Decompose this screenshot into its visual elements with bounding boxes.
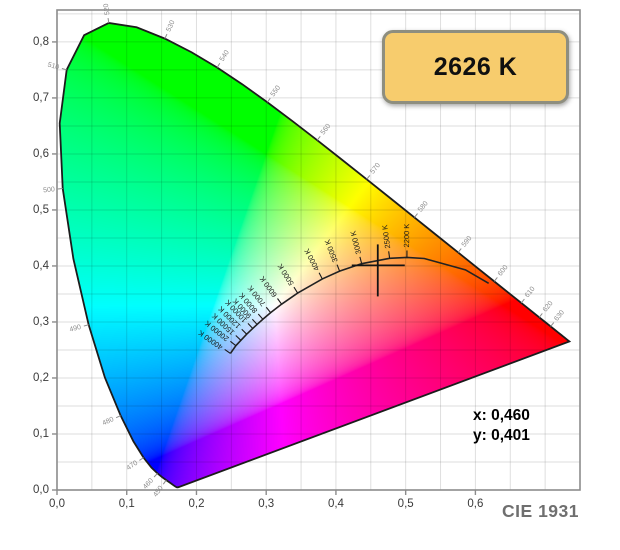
cct-badge-text: 2626 K [433, 52, 518, 81]
xy-readout: x: 0,460 y: 0,401 [473, 406, 530, 445]
diagram-name-label: CIE 1931 [502, 501, 579, 521]
readout-x: x: 0,460 [473, 407, 530, 424]
readout-y: y: 0,401 [473, 426, 530, 444]
cct-badge: 2626 K [382, 30, 569, 104]
